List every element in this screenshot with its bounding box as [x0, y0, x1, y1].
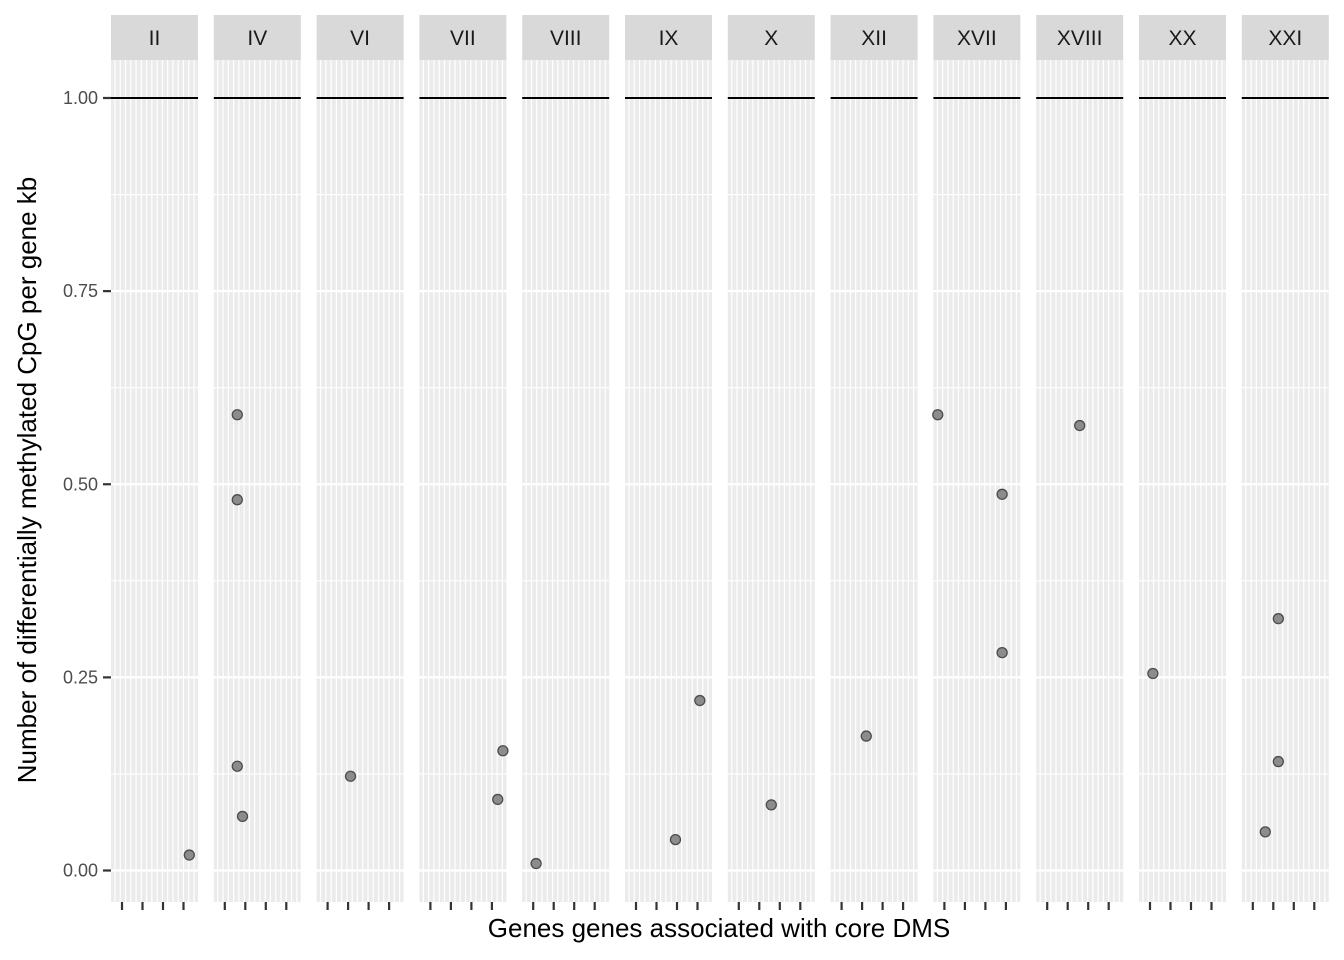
facet-panel: II — [111, 15, 198, 910]
facet-panel: IX — [625, 15, 712, 910]
facet-panel: VI — [316, 15, 404, 910]
facet-strip — [1036, 15, 1124, 60]
panel-background — [522, 60, 610, 902]
panel-background — [1036, 60, 1124, 902]
facet-label: VIII — [550, 27, 582, 50]
x-axis-title: Genes genes associated with core DMS — [488, 913, 950, 943]
facet-label: XVIII — [1057, 27, 1103, 50]
facet-strip — [830, 15, 918, 60]
data-point — [231, 494, 243, 506]
facet-panel: VII — [419, 15, 509, 910]
data-point — [860, 730, 872, 742]
data-point — [236, 810, 249, 823]
y-axis: 0.00 0.25 0.50 0.75 1.00 — [63, 88, 111, 881]
facet-label: II — [149, 27, 161, 50]
panel-background — [213, 60, 301, 902]
facet-panel: VIII — [522, 15, 610, 910]
data-point — [344, 770, 357, 782]
y-tick-label: 1.00 — [63, 88, 98, 108]
facet-label: XVII — [957, 27, 997, 50]
facet-strip — [1241, 15, 1329, 60]
facet-strip — [111, 15, 198, 60]
panel-background — [1241, 60, 1329, 902]
panel-background — [1139, 60, 1226, 902]
facet-panel: XVIII — [1036, 15, 1124, 910]
data-point — [530, 857, 542, 870]
facet-label: VI — [350, 27, 370, 50]
data-point — [1074, 419, 1086, 432]
data-point — [497, 745, 509, 757]
panel-background — [316, 60, 404, 902]
facet-panels: II IV VI VII VIII IX X XII XVII XVIII XX XXI — [111, 15, 1329, 910]
panel-background — [830, 60, 918, 902]
facet-strip — [522, 15, 610, 60]
facet-panel: XVII — [932, 15, 1021, 910]
facet-panel: XXI — [1241, 15, 1329, 910]
y-axis-title: Number of differentially methylated CpG … — [12, 177, 42, 784]
data-point — [694, 694, 706, 707]
data-point — [231, 760, 243, 772]
facet-label: X — [764, 27, 778, 50]
data-point — [669, 833, 682, 846]
data-point — [1272, 613, 1284, 625]
data-point — [1147, 667, 1159, 680]
facet-label: IV — [247, 27, 267, 50]
data-point — [996, 488, 1008, 500]
facet-panel: X — [727, 15, 815, 910]
y-tick-label: 0.50 — [63, 474, 98, 494]
data-point — [492, 793, 504, 806]
facet-strip — [213, 15, 301, 60]
facet-strip — [727, 15, 815, 60]
facet-strip — [419, 15, 507, 60]
facet-label: XXI — [1268, 27, 1302, 50]
facet-strip — [933, 15, 1021, 60]
facet-strip — [316, 15, 404, 60]
panel-background — [727, 60, 815, 902]
data-point — [231, 409, 243, 421]
y-tick-label: 0.00 — [63, 861, 98, 881]
panel-background — [111, 60, 198, 902]
facet-label: VII — [450, 27, 476, 50]
panel-background — [625, 60, 712, 902]
data-point — [183, 849, 195, 861]
data-point — [932, 409, 944, 421]
facet-strip — [1139, 15, 1226, 60]
data-point — [1272, 755, 1284, 768]
y-tick-label: 0.75 — [63, 281, 98, 301]
data-point — [1259, 826, 1271, 838]
facet-strip — [625, 15, 712, 60]
facet-label: IX — [659, 27, 679, 50]
data-point — [765, 799, 777, 811]
facet-label: XX — [1168, 27, 1196, 50]
facet-panel: XII — [830, 15, 918, 910]
facet-label: XII — [861, 27, 887, 50]
data-point — [996, 647, 1008, 659]
y-tick-label: 0.25 — [63, 667, 98, 687]
panel-background — [933, 60, 1021, 902]
facet-panel: XX — [1139, 15, 1226, 910]
panel-background — [419, 60, 507, 902]
facet-panel: IV — [213, 15, 301, 910]
